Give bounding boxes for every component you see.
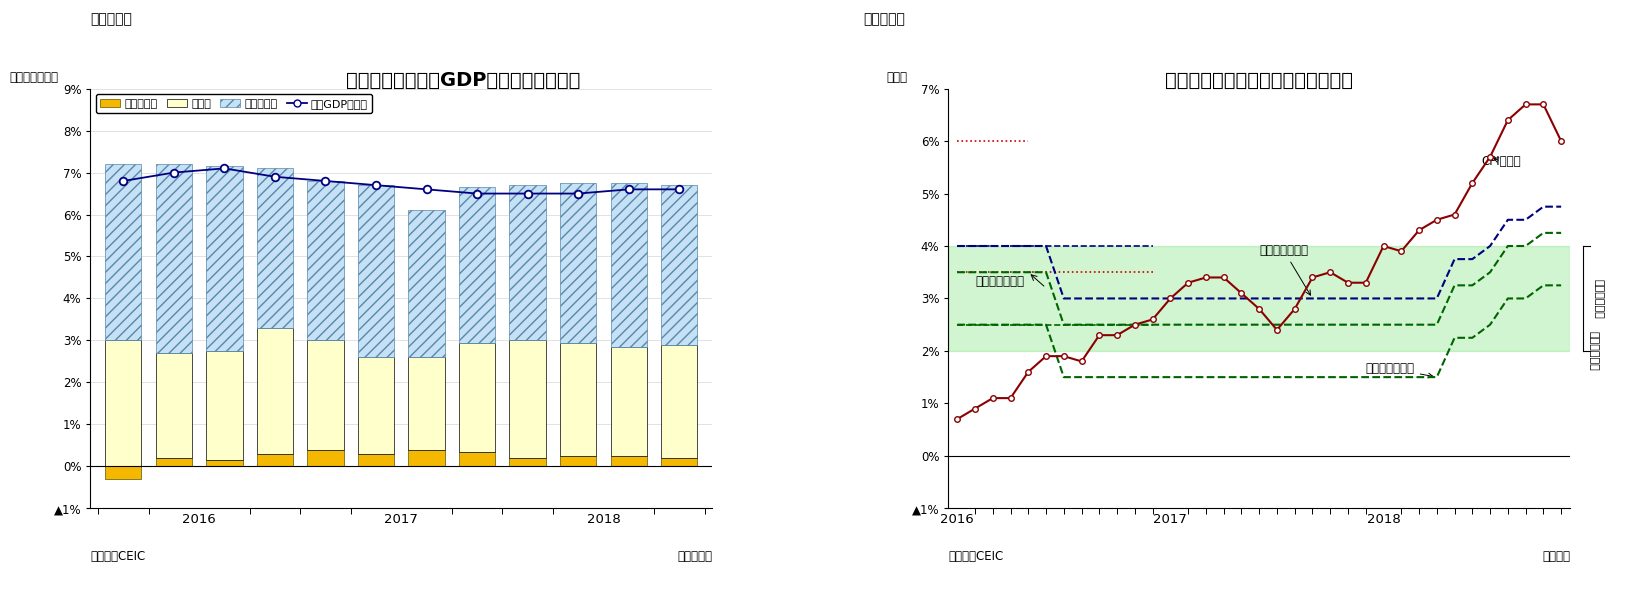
Text: （資料）CEIC: （資料）CEIC bbox=[949, 550, 1003, 563]
Bar bbox=[358, 185, 395, 357]
Bar bbox=[256, 454, 293, 466]
Bar bbox=[307, 181, 344, 340]
Text: （％）: （％） bbox=[886, 72, 907, 85]
Bar bbox=[610, 456, 646, 466]
Title: フィリピンのインフレ率と政策金利: フィリピンのインフレ率と政策金利 bbox=[1166, 71, 1353, 90]
Text: （前年同期比）: （前年同期比） bbox=[10, 72, 59, 85]
Bar bbox=[256, 328, 293, 454]
Text: （資料）CEIC: （資料）CEIC bbox=[90, 550, 146, 563]
Bar bbox=[256, 168, 293, 328]
Text: 翌日物預金金利: 翌日物預金金利 bbox=[1366, 362, 1434, 378]
Text: 翌日物借入金利: 翌日物借入金利 bbox=[975, 275, 1024, 288]
Title: フィリピン　実質GDP成長率（供給側）: フィリピン 実質GDP成長率（供給側） bbox=[347, 71, 580, 90]
Bar bbox=[561, 183, 597, 343]
Bar bbox=[661, 185, 697, 345]
Text: CPI上昇率: CPI上昇率 bbox=[1481, 155, 1521, 168]
Bar bbox=[661, 345, 697, 458]
Bar bbox=[358, 357, 395, 454]
Bar bbox=[156, 164, 192, 353]
Bar bbox=[459, 187, 495, 343]
Bar bbox=[510, 340, 546, 458]
Bar bbox=[459, 452, 495, 466]
Text: （月次）: （月次） bbox=[1542, 550, 1570, 563]
Bar bbox=[510, 458, 546, 466]
Text: インフレ目標: インフレ目標 bbox=[1588, 331, 1598, 371]
Bar bbox=[206, 351, 243, 460]
Text: インフレ目標: インフレ目標 bbox=[1593, 278, 1603, 319]
Text: （図表３）: （図表３） bbox=[90, 12, 132, 26]
Bar bbox=[661, 458, 697, 466]
Bar bbox=[206, 460, 243, 466]
Text: （四半期）: （四半期） bbox=[677, 550, 712, 563]
Bar bbox=[561, 343, 597, 456]
Bar bbox=[358, 454, 395, 466]
Bar bbox=[156, 353, 192, 458]
Bar bbox=[408, 357, 446, 450]
Bar bbox=[561, 456, 597, 466]
Bar bbox=[610, 183, 646, 347]
Bar bbox=[408, 210, 446, 357]
Bar bbox=[307, 450, 344, 466]
Bar bbox=[510, 185, 546, 340]
Text: 翌日物貸出金利: 翌日物貸出金利 bbox=[1259, 244, 1310, 295]
Bar bbox=[105, 164, 141, 340]
Bar bbox=[459, 343, 495, 452]
Bar bbox=[105, 466, 141, 479]
Bar bbox=[206, 166, 243, 351]
Bar bbox=[307, 340, 344, 450]
Bar bbox=[610, 347, 646, 456]
Bar bbox=[408, 450, 446, 466]
Bar bbox=[949, 246, 1570, 351]
Text: （図表４）: （図表４） bbox=[863, 12, 904, 26]
Bar bbox=[105, 340, 141, 466]
Bar bbox=[156, 458, 192, 466]
Legend: 農林水産業, 鉱工業, サービス業, 実質GDP成長率: 農林水産業, 鉱工業, サービス業, 実質GDP成長率 bbox=[95, 94, 373, 113]
